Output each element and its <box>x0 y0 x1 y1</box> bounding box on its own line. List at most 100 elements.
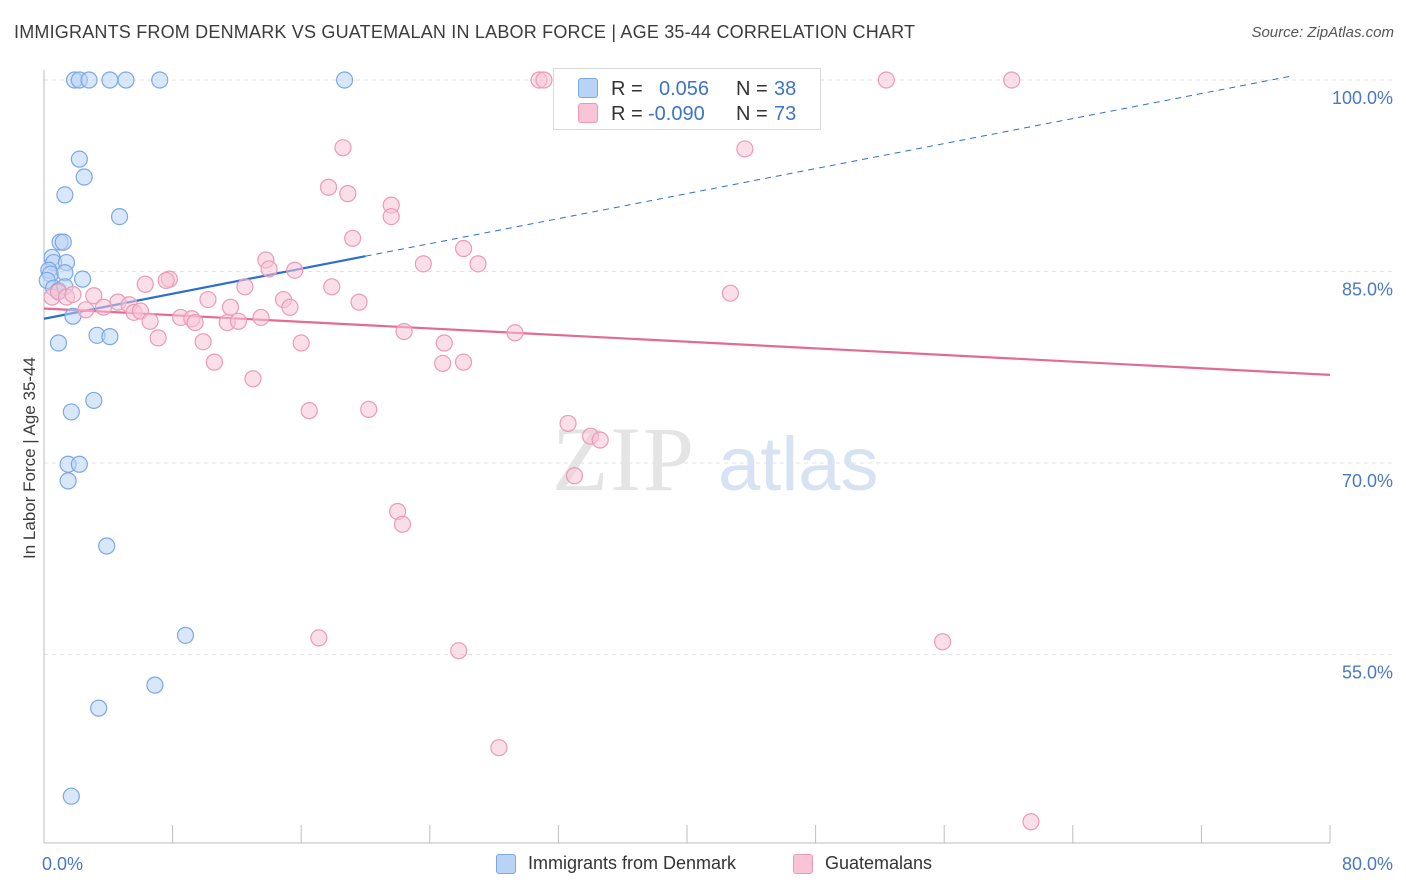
point-guatemalans <box>186 313 204 332</box>
point-guatemalans <box>205 353 223 371</box>
point-denmark <box>62 787 80 805</box>
point-denmark <box>101 71 119 89</box>
point-guatemalans <box>221 298 240 316</box>
data-points <box>38 71 1040 831</box>
point-denmark <box>80 71 98 89</box>
point-denmark <box>56 186 74 204</box>
point-guatemalans <box>77 301 95 319</box>
point-guatemalans <box>344 229 362 247</box>
point-denmark <box>54 233 72 251</box>
point-guatemalans <box>157 271 175 290</box>
point-denmark <box>336 71 354 89</box>
point-guatemalans <box>591 431 609 449</box>
point-guatemalans <box>319 178 338 196</box>
x-tick-label: 0.0% <box>42 854 83 874</box>
y-axis-label: In Labor Force | Age 35-44 <box>20 357 39 559</box>
legend-label: Immigrants from Denmark <box>528 853 737 873</box>
n-label: N = <box>736 78 768 100</box>
point-guatemalans <box>382 208 400 226</box>
legend-label: Guatemalans <box>825 853 933 873</box>
y-tick-label: 55.0% <box>1342 663 1393 683</box>
point-guatemalans <box>334 139 352 157</box>
n-value: 38 <box>774 78 797 100</box>
point-guatemalans <box>64 285 82 304</box>
n-label: N = <box>736 103 768 125</box>
point-guatemalans <box>1022 813 1040 831</box>
point-guatemalans <box>535 71 553 89</box>
point-denmark <box>85 391 103 410</box>
point-guatemalans <box>933 633 952 651</box>
point-guatemalans <box>281 298 299 316</box>
point-guatemalans <box>360 400 378 418</box>
point-guatemalans <box>229 312 248 330</box>
point-denmark <box>70 150 88 168</box>
point-guatemalans <box>454 239 473 258</box>
chart-title: IMMIGRANTS FROM DENMARK VS GUATEMALAN IN… <box>14 22 916 42</box>
point-guatemalans <box>339 185 357 203</box>
legend-swatch-pink <box>793 854 813 874</box>
y-tick-label: 85.0% <box>1342 280 1393 300</box>
point-guatemalans <box>506 324 524 342</box>
point-guatemalans <box>414 255 432 273</box>
point-guatemalans <box>136 275 154 293</box>
point-guatemalans <box>260 260 278 278</box>
point-guatemalans <box>194 333 212 351</box>
point-guatemalans <box>94 298 113 316</box>
point-denmark <box>70 455 88 473</box>
point-denmark <box>98 537 116 555</box>
y-tick-label: 70.0% <box>1342 471 1393 491</box>
point-guatemalans <box>286 261 304 279</box>
point-guatemalans <box>565 467 584 485</box>
r-value: -0.090 <box>648 103 705 125</box>
point-denmark <box>49 334 68 352</box>
point-guatemalans <box>244 370 262 388</box>
watermark-atlas: atlas <box>718 422 879 507</box>
axes <box>43 70 1331 844</box>
n-value: 73 <box>774 103 797 125</box>
point-guatemalans <box>450 642 468 660</box>
point-denmark <box>73 270 92 288</box>
point-guatemalans <box>350 293 368 311</box>
r-label: R = <box>611 78 643 100</box>
point-guatemalans <box>300 402 318 420</box>
point-guatemalans <box>490 739 508 757</box>
point-denmark <box>151 71 169 89</box>
legend-swatch-blue <box>496 854 516 874</box>
point-guatemalans <box>323 278 341 296</box>
point-guatemalans <box>434 354 452 373</box>
point-guatemalans <box>292 334 310 352</box>
point-guatemalans <box>236 278 254 296</box>
point-guatemalans <box>559 414 577 433</box>
point-guatemalans <box>141 312 159 330</box>
point-denmark <box>101 328 119 346</box>
point-guatemalans <box>252 308 270 327</box>
point-denmark <box>90 699 108 717</box>
point-guatemalans <box>721 284 740 302</box>
point-denmark <box>176 626 195 644</box>
point-guatemalans <box>736 140 754 158</box>
point-denmark <box>75 168 93 186</box>
trend-line-denmark-projection <box>365 75 1290 257</box>
point-guatemalans <box>395 322 413 341</box>
point-denmark <box>59 472 77 490</box>
point-guatemalans <box>85 287 103 305</box>
point-guatemalans <box>1003 71 1021 89</box>
watermark: ZIP atlas <box>552 408 879 510</box>
tick-labels: 55.0% 70.0% 85.0% 100.0% 0.0% 80.0% <box>42 88 1393 874</box>
point-denmark <box>146 676 164 694</box>
point-guatemalans <box>149 329 167 347</box>
point-guatemalans <box>199 290 217 309</box>
point-guatemalans <box>393 515 412 533</box>
legend-swatch-pink <box>578 103 598 123</box>
r-label: R = <box>611 103 643 125</box>
point-denmark <box>110 208 129 226</box>
legend-swatch-blue <box>578 78 598 98</box>
stats-legend: R = 0.056 N = 38 R = -0.090 N = 73 <box>553 68 821 130</box>
point-guatemalans <box>454 353 473 371</box>
point-guatemalans <box>877 71 895 89</box>
point-guatemalans <box>310 629 328 647</box>
r-value: 0.056 <box>659 78 710 100</box>
point-denmark <box>62 403 80 421</box>
point-guatemalans <box>469 255 487 273</box>
y-tick-label: 100.0% <box>1332 88 1393 108</box>
